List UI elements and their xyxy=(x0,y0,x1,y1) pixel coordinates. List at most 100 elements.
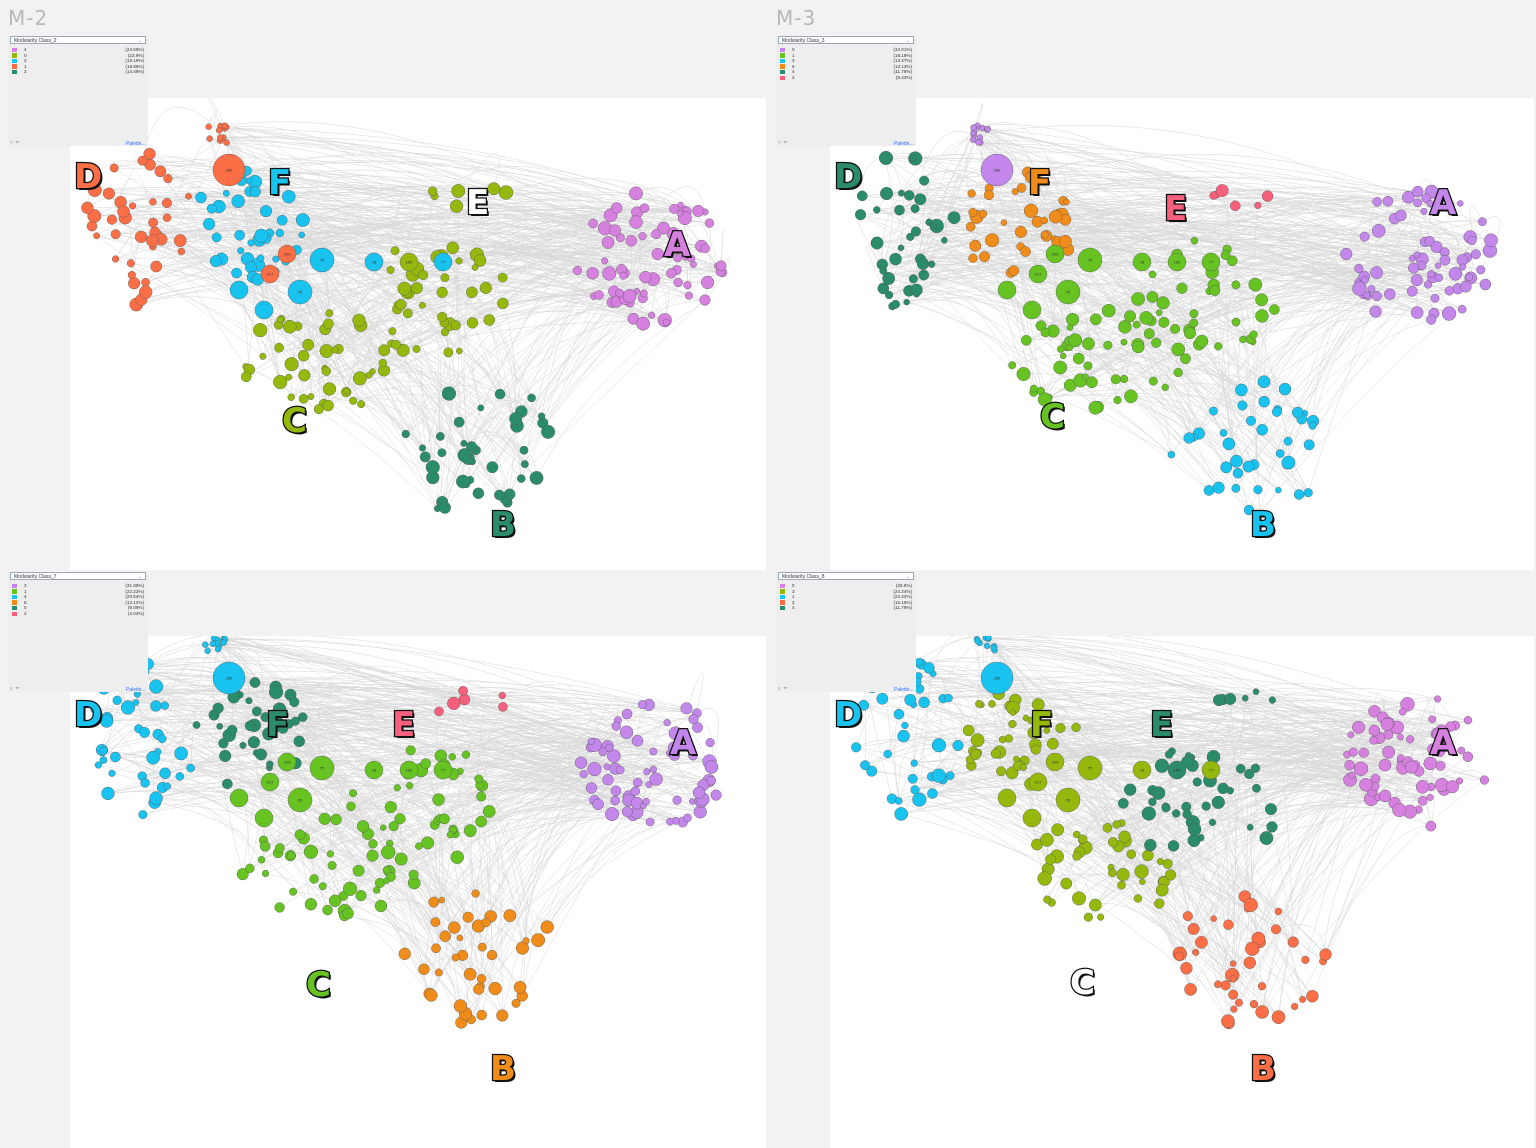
graph-node[interactable] xyxy=(1020,764,1027,771)
graph-node[interactable] xyxy=(1082,338,1094,350)
graph-node[interactable] xyxy=(1276,449,1284,457)
graph-node[interactable] xyxy=(296,213,309,226)
graph-node[interactable] xyxy=(252,707,261,716)
graph-node[interactable] xyxy=(979,210,987,218)
graph-node[interactable] xyxy=(673,796,682,805)
graph-node[interactable] xyxy=(1061,878,1072,889)
graph-node[interactable] xyxy=(602,236,614,248)
graph-node[interactable] xyxy=(1068,333,1082,347)
graph-node[interactable] xyxy=(1104,341,1113,350)
graph-node[interactable] xyxy=(1013,756,1019,762)
graph-node[interactable] xyxy=(891,300,899,308)
graph-node[interactable] xyxy=(611,796,620,805)
graph-node[interactable] xyxy=(1352,721,1365,734)
graph-node[interactable] xyxy=(288,394,295,401)
graph-node[interactable] xyxy=(1271,925,1281,935)
graph-node[interactable] xyxy=(1457,201,1463,207)
graph-node[interactable] xyxy=(683,814,691,822)
graph-node[interactable] xyxy=(1142,850,1153,861)
graph-node[interactable] xyxy=(1059,235,1071,247)
graph-node[interactable] xyxy=(910,155,916,161)
graph-node[interactable] xyxy=(230,789,248,807)
graph-node[interactable] xyxy=(1309,422,1317,430)
graph-node[interactable] xyxy=(450,200,463,213)
graph-node[interactable] xyxy=(1180,962,1192,974)
graph-node[interactable] xyxy=(1458,305,1466,313)
graph-node[interactable] xyxy=(304,845,318,859)
graph-node[interactable] xyxy=(1250,331,1258,339)
graph-node[interactable] xyxy=(640,290,647,297)
graph-node[interactable] xyxy=(1413,199,1421,207)
graph-node[interactable] xyxy=(155,166,166,177)
graph-node[interactable] xyxy=(420,452,430,462)
graph-node[interactable] xyxy=(622,807,632,817)
graph-node[interactable] xyxy=(898,245,904,251)
graph-node[interactable] xyxy=(1209,407,1217,415)
color-swatch[interactable] xyxy=(780,600,785,604)
graph-node[interactable] xyxy=(1399,708,1406,715)
graph-node[interactable] xyxy=(1301,956,1309,964)
graph-node[interactable] xyxy=(630,216,643,229)
graph-node[interactable] xyxy=(150,700,161,711)
graph-node[interactable] xyxy=(389,327,397,335)
graph-node[interactable] xyxy=(141,278,149,286)
graph-node[interactable] xyxy=(1031,745,1041,755)
graph-node[interactable] xyxy=(1464,716,1472,724)
graph-node[interactable] xyxy=(1230,455,1242,467)
graph-node[interactable] xyxy=(1024,204,1038,218)
graph-node[interactable] xyxy=(389,821,399,831)
graph-node[interactable] xyxy=(895,797,902,804)
graph-node[interactable] xyxy=(674,278,683,287)
graph-node[interactable] xyxy=(573,266,582,275)
graph-node[interactable] xyxy=(923,662,934,673)
graph-node[interactable] xyxy=(894,205,904,215)
graph-node[interactable] xyxy=(1188,823,1201,836)
graph-node[interactable] xyxy=(985,636,991,641)
graph-node[interactable] xyxy=(287,852,295,860)
graph-node[interactable] xyxy=(419,302,425,308)
graph-node[interactable] xyxy=(438,449,446,457)
graph-node[interactable] xyxy=(406,746,416,756)
graph-node[interactable] xyxy=(223,190,229,196)
palette-link[interactable]: Palette... xyxy=(894,141,914,147)
graph-node[interactable] xyxy=(206,124,212,130)
graph-node[interactable] xyxy=(212,233,221,242)
graph-node[interactable] xyxy=(930,223,936,229)
graph-node[interactable] xyxy=(245,262,256,273)
graph-node[interactable] xyxy=(1073,353,1084,364)
graph-node[interactable] xyxy=(971,125,977,131)
graph-node[interactable] xyxy=(984,190,994,200)
graph-node[interactable] xyxy=(890,253,902,265)
color-swatch[interactable] xyxy=(780,53,785,57)
graph-node[interactable] xyxy=(224,140,230,146)
legend-item[interactable]: 2(9.43%) xyxy=(780,75,914,81)
graph-node[interactable] xyxy=(496,1010,508,1022)
graph-node[interactable] xyxy=(1235,384,1247,396)
graph-node[interactable] xyxy=(855,209,866,220)
graph-node[interactable] xyxy=(1379,790,1391,802)
graph-node[interactable] xyxy=(381,845,395,859)
graph-node[interactable] xyxy=(1210,285,1220,295)
graph-node[interactable] xyxy=(357,820,369,832)
graph-node[interactable] xyxy=(467,317,478,328)
graph-node[interactable] xyxy=(638,700,646,708)
graph-node[interactable] xyxy=(308,393,314,399)
graph-node[interactable] xyxy=(328,861,337,870)
partition-select[interactable]: Modularity Class_7⌄ xyxy=(10,572,146,580)
graph-node[interactable] xyxy=(440,931,451,942)
graph-node[interactable] xyxy=(1184,327,1196,339)
graph-node[interactable] xyxy=(1151,338,1161,348)
graph-node[interactable] xyxy=(1243,461,1254,472)
graph-node[interactable] xyxy=(1471,250,1481,260)
graph-node[interactable] xyxy=(1370,736,1378,744)
graph-node[interactable] xyxy=(1066,313,1079,326)
graph-node[interactable] xyxy=(1097,914,1104,921)
graph-node[interactable] xyxy=(1149,271,1156,278)
graph-node[interactable] xyxy=(1023,301,1041,319)
graph-node[interactable] xyxy=(1214,342,1222,350)
graph-node[interactable] xyxy=(162,198,172,208)
color-swatch[interactable] xyxy=(12,48,17,52)
graph-node[interactable] xyxy=(1155,759,1169,773)
graph-node[interactable] xyxy=(1072,892,1086,906)
